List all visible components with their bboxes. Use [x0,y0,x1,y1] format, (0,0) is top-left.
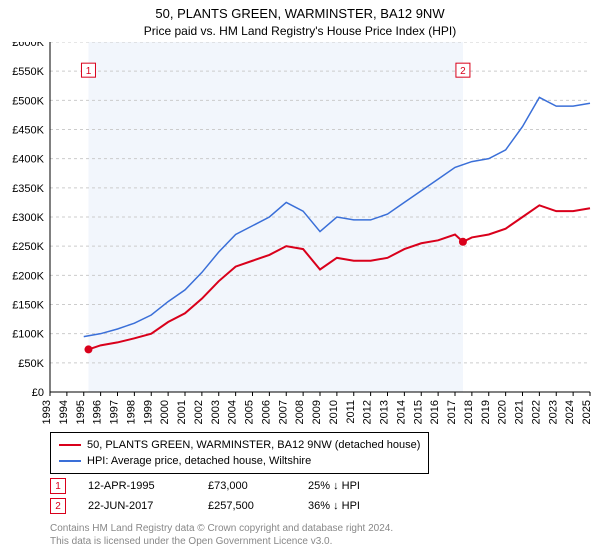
legend-swatch [59,460,81,462]
svg-text:£50K: £50K [18,358,44,370]
svg-text:1998: 1998 [125,400,137,424]
transaction-marker: 2 [50,498,66,514]
legend-item: 50, PLANTS GREEN, WARMINSTER, BA12 9NW (… [59,437,420,453]
svg-text:1996: 1996 [92,400,104,424]
transaction-row: 2 22-JUN-2017 £257,500 36% ↓ HPI [50,496,428,516]
transaction-date: 22-JUN-2017 [88,500,208,512]
legend-swatch [59,444,81,446]
svg-text:2009: 2009 [311,400,323,424]
svg-text:2021: 2021 [514,400,526,424]
svg-text:2: 2 [460,66,466,77]
svg-text:£300K: £300K [12,212,44,224]
attribution-line: This data is licensed under the Open Gov… [50,535,393,548]
chart-subtitle: Price paid vs. HM Land Registry's House … [0,21,600,42]
svg-text:2016: 2016 [429,400,441,424]
svg-text:2001: 2001 [176,400,188,424]
transactions-table: 1 12-APR-1995 £73,000 25% ↓ HPI 2 22-JUN… [50,476,428,516]
svg-text:2011: 2011 [345,400,357,424]
svg-text:£250K: £250K [12,241,44,253]
transaction-diff: 25% ↓ HPI [308,480,428,492]
svg-text:2004: 2004 [227,400,239,424]
svg-text:1999: 1999 [142,400,154,424]
legend-label: 50, PLANTS GREEN, WARMINSTER, BA12 9NW (… [87,439,420,451]
transaction-row: 1 12-APR-1995 £73,000 25% ↓ HPI [50,476,428,496]
chart-title: 50, PLANTS GREEN, WARMINSTER, BA12 9NW [0,0,600,21]
attribution-line: Contains HM Land Registry data © Crown c… [50,522,393,535]
svg-text:£450K: £450K [12,125,44,137]
price-chart: { "title": "50, PLANTS GREEN, WARMINSTER… [0,0,600,560]
svg-text:£100K: £100K [12,329,44,341]
svg-text:2002: 2002 [193,400,205,424]
svg-text:2000: 2000 [159,400,171,424]
svg-text:£0: £0 [32,387,44,399]
svg-text:2018: 2018 [463,400,475,424]
svg-text:2012: 2012 [362,400,374,424]
svg-text:£400K: £400K [12,154,44,166]
svg-text:1994: 1994 [58,400,70,424]
line-chart-svg: £0 £50K £100K £150K £200K £250K £300K £350K £400… [0,42,600,436]
svg-text:2024: 2024 [564,400,576,424]
svg-text:2003: 2003 [210,400,222,424]
legend: 50, PLANTS GREEN, WARMINSTER, BA12 9NW (… [50,432,429,474]
svg-text:2008: 2008 [294,400,306,424]
svg-text:2010: 2010 [328,400,340,424]
attribution: Contains HM Land Registry data © Crown c… [50,522,393,548]
svg-text:2017: 2017 [446,400,458,424]
svg-text:2023: 2023 [547,400,559,424]
legend-item: HPI: Average price, detached house, Wilt… [59,453,420,469]
svg-text:2005: 2005 [244,400,256,424]
svg-text:2007: 2007 [277,400,289,424]
svg-text:2020: 2020 [497,400,509,424]
transaction-diff: 36% ↓ HPI [308,500,428,512]
transaction-date: 12-APR-1995 [88,480,208,492]
svg-text:£350K: £350K [12,183,44,195]
svg-text:£200K: £200K [12,270,44,282]
svg-text:2014: 2014 [395,400,407,424]
transaction-price: £257,500 [208,500,308,512]
svg-text:2006: 2006 [260,400,272,424]
svg-text:£500K: £500K [12,95,44,107]
svg-text:1993: 1993 [41,400,53,424]
svg-text:1997: 1997 [109,400,121,424]
transaction-marker: 1 [50,478,66,494]
svg-text:1: 1 [86,66,92,77]
svg-text:£550K: £550K [12,66,44,78]
svg-text:£150K: £150K [12,300,44,312]
svg-text:1995: 1995 [75,400,87,424]
legend-label: HPI: Average price, detached house, Wilt… [87,455,311,467]
transaction-price: £73,000 [208,480,308,492]
svg-text:£600K: £600K [12,42,44,49]
svg-text:2013: 2013 [379,400,391,424]
svg-text:2015: 2015 [412,400,424,424]
svg-text:2019: 2019 [480,400,492,424]
svg-text:2022: 2022 [530,400,542,424]
svg-text:2025: 2025 [581,400,593,424]
